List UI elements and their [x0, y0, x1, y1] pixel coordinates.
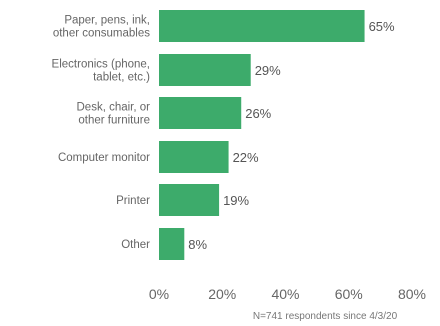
value-label: 26% [245, 106, 271, 121]
value-label: 19% [223, 193, 249, 208]
x-tick-label: 0% [149, 286, 169, 302]
category-label: Desk, chair, or other furniture [77, 102, 151, 127]
bar [159, 228, 184, 260]
bar [159, 10, 365, 42]
category-label: Other [121, 239, 150, 251]
x-tick-label: 20% [208, 286, 236, 302]
category-labels-layer: Paper, pens, ink, other consumables Electr… [52, 15, 151, 252]
x-tick-label: 40% [271, 286, 299, 302]
x-tick-label: 60% [335, 286, 363, 302]
value-label: 29% [255, 63, 281, 78]
x-axis: 0% 20% 40% 60% 80% [149, 286, 426, 302]
value-label: 65% [369, 19, 395, 34]
value-labels-layer: 65% 29% 26% 22% 19% 8% [188, 19, 395, 252]
category-label: Paper, pens, ink, other consumables [53, 15, 150, 40]
bar [159, 97, 241, 129]
footnote: N=741 respondents since 4/3/20 [253, 311, 398, 322]
category-label: Computer monitor [58, 152, 150, 164]
category-label: Printer [116, 195, 150, 207]
bar [159, 184, 219, 216]
category-label: Electronics (phone, tablet, etc.) [52, 59, 151, 84]
bar [159, 141, 229, 173]
x-tick-label: 80% [398, 286, 426, 302]
value-label: 22% [233, 150, 259, 165]
bar [159, 54, 251, 86]
value-label: 8% [188, 237, 207, 252]
bars-layer [159, 10, 365, 260]
